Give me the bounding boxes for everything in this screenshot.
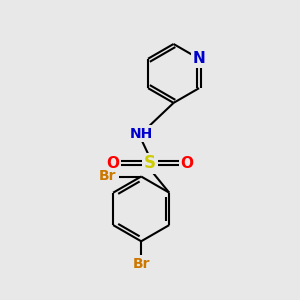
Text: Br: Br: [99, 169, 116, 184]
Text: O: O: [180, 156, 193, 171]
Text: NH: NH: [130, 127, 153, 141]
Text: O: O: [107, 156, 120, 171]
Text: Br: Br: [132, 257, 150, 272]
Text: N: N: [193, 51, 206, 66]
Text: S: S: [144, 154, 156, 172]
